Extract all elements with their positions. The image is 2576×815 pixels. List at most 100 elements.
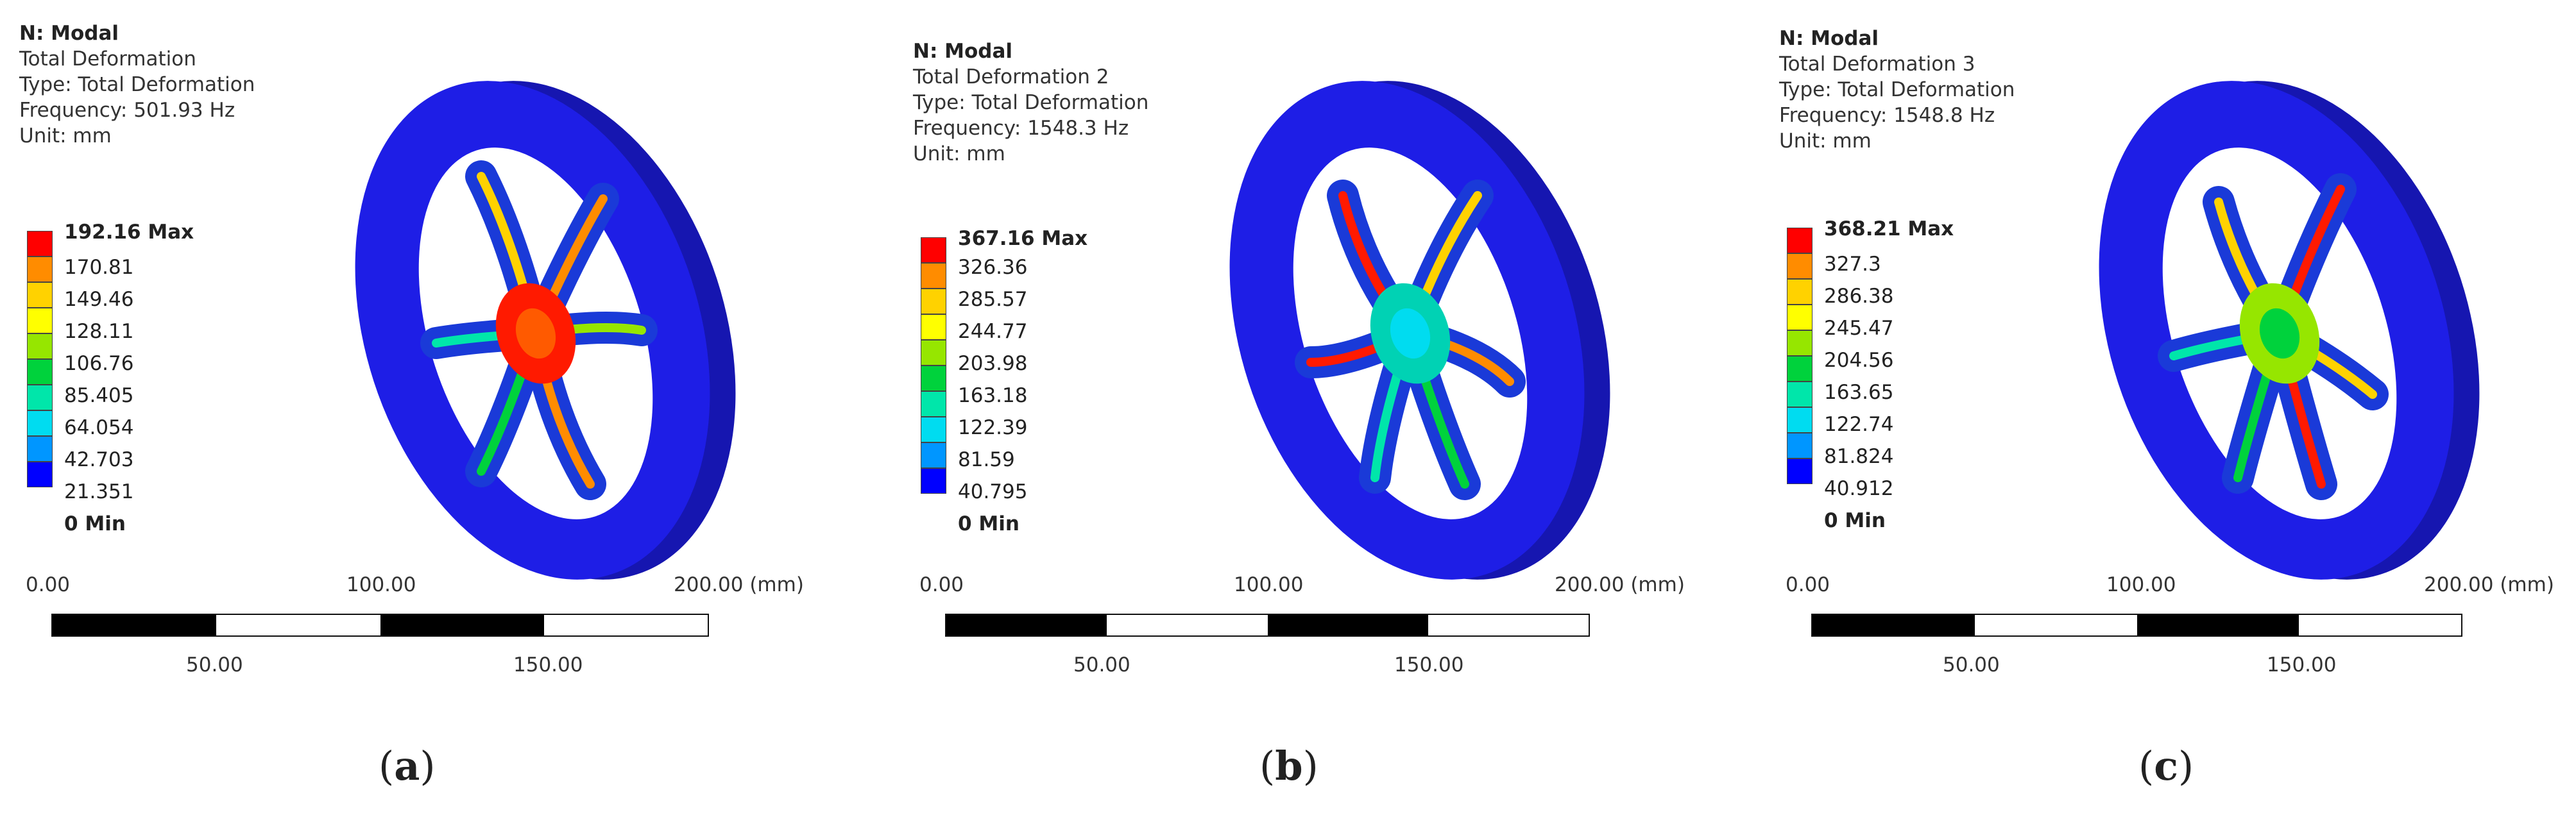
legend-swatch-7 <box>1787 407 1813 433</box>
scale-bar: 0.00 100.00 200.00 (mm) 50.00 150.00 <box>919 573 1685 676</box>
scale-tick-label: 100.00 <box>1234 573 1304 596</box>
legend-value: 163.18 <box>958 384 1028 407</box>
wheel-model-mode-2 <box>1229 81 1610 580</box>
frequency: Frequency: 501.93 Hz <box>19 99 235 122</box>
scale-bar: 0.00 100.00 200.00 (mm) 50.00 150.00 <box>1786 573 2554 676</box>
scale-tick-label: 50.00 <box>1073 653 1130 676</box>
legend-max-value: 368.21 Max <box>1824 217 1954 240</box>
legend-value: 326.36 <box>958 256 1028 279</box>
panel-a: N: Modal Total Deformation Type: Total D… <box>19 0 878 815</box>
legend-min-value: 0 Min <box>1824 509 1886 532</box>
legend-value: 149.46 <box>64 288 134 311</box>
legend-swatch-2 <box>27 282 53 308</box>
result-type: Type: Total Deformation <box>913 91 1149 114</box>
panel-label: (b) <box>1259 743 1318 789</box>
legend-swatch-7 <box>27 410 53 436</box>
study-name: N: Modal <box>913 40 1013 63</box>
legend-value: 203.98 <box>958 352 1028 375</box>
study-name: N: Modal <box>1779 27 1879 50</box>
legend-swatch-5 <box>1787 356 1813 382</box>
legend-swatch-2 <box>921 289 946 314</box>
scale-tick-label: 150.00 <box>513 653 583 676</box>
scale-tick-label: 200.00 (mm) <box>1555 573 1685 596</box>
legend-swatch-0 <box>27 231 53 256</box>
legend-swatch-2 <box>1787 279 1813 305</box>
legend-swatch-3 <box>1787 305 1813 330</box>
scale-tick-label: 150.00 <box>2267 653 2337 676</box>
legend-value: 122.39 <box>958 416 1028 439</box>
legend-swatch-8 <box>1787 433 1813 458</box>
legend-swatch-6 <box>1787 382 1813 407</box>
result-name: Total Deformation 3 <box>1779 53 1975 76</box>
legend-swatch-3 <box>921 314 946 340</box>
frequency: Frequency: 1548.8 Hz <box>1779 104 1995 127</box>
result-info: N: Modal Total Deformation 2 Type: Total… <box>913 38 1148 167</box>
wheel-hub <box>495 283 576 384</box>
legend-swatch-4 <box>27 333 53 359</box>
legend-value: 327.3 <box>1824 253 1881 276</box>
wheel-hub <box>1370 283 1451 384</box>
legend-value: 163.65 <box>1824 381 1894 404</box>
legend-value: 21.351 <box>64 480 134 503</box>
panel-label: (a) <box>379 743 436 789</box>
legend-value: 285.57 <box>958 288 1028 311</box>
result-name: Total Deformation <box>19 47 196 71</box>
scale-tick-label: 100.00 <box>2106 573 2176 596</box>
panel-b: N: Modal Total Deformation 2 Type: Total… <box>913 0 1771 815</box>
legend-value: 81.59 <box>958 448 1015 471</box>
legend-swatch-9 <box>921 468 946 494</box>
scale-tick-label: 0.00 <box>26 573 71 596</box>
scale-tick-label: 200.00 (mm) <box>674 573 804 596</box>
legend-swatch-7 <box>921 417 946 442</box>
scale-tick-label: 50.00 <box>186 653 243 676</box>
study-name: N: Modal <box>19 22 119 45</box>
legend-swatch-1 <box>1787 253 1813 279</box>
legend-value: 85.405 <box>64 384 134 407</box>
result-info: N: Modal Total Deformation 3 Type: Total… <box>1779 26 2015 154</box>
legend-max-value: 192.16 Max <box>64 221 194 244</box>
result-type: Type: Total Deformation <box>1779 78 2015 101</box>
legend-swatch-4 <box>921 340 946 365</box>
legend-swatch-1 <box>921 263 946 289</box>
unit: Unit: mm <box>1779 130 1872 153</box>
scale-bar-segments <box>945 614 1590 637</box>
legend-swatch-9 <box>27 462 53 487</box>
legend-value: 245.47 <box>1824 317 1894 340</box>
legend-swatch-0 <box>1787 228 1813 253</box>
legend-value: 40.795 <box>958 480 1028 503</box>
legend-swatch-5 <box>27 359 53 385</box>
legend-swatch-4 <box>1787 330 1813 356</box>
wheel-model-mode-1 <box>355 81 736 580</box>
legend-value: 81.824 <box>1824 445 1894 468</box>
legend-value: 64.054 <box>64 416 134 439</box>
legend-min-value: 0 Min <box>64 512 126 535</box>
legend-value: 170.81 <box>64 256 134 279</box>
legend-value: 40.912 <box>1824 477 1894 500</box>
legend-value: 42.703 <box>64 448 134 471</box>
legend-swatch-9 <box>1787 458 1813 484</box>
legend-swatch-3 <box>27 308 53 333</box>
legend-max-value: 367.16 Max <box>958 227 1088 250</box>
legend-value: 122.74 <box>1824 413 1894 436</box>
legend-min-value: 0 Min <box>958 512 1019 535</box>
scale-tick-label: 0.00 <box>1786 573 1830 596</box>
result-info: N: Modal Total Deformation Type: Total D… <box>19 21 255 149</box>
legend-swatch-8 <box>921 442 946 468</box>
scale-tick-label: 0.00 <box>919 573 964 596</box>
legend-swatch-0 <box>921 237 946 263</box>
scale-tick-label: 50.00 <box>1943 653 2000 676</box>
legend-swatch-6 <box>921 391 946 417</box>
result-name: Total Deformation 2 <box>913 65 1109 88</box>
legend-swatch-5 <box>921 365 946 391</box>
legend-value: 286.38 <box>1824 285 1894 308</box>
panel-c: N: Modal Total Deformation 3 Type: Total… <box>1779 0 2576 815</box>
scale-bar: 0.00 100.00 200.00 (mm) 50.00 150.00 <box>26 573 804 676</box>
legend-value: 128.11 <box>64 320 134 343</box>
panel-label: (c) <box>2138 743 2194 789</box>
legend-value: 244.77 <box>958 320 1028 343</box>
wheel-model-mode-3 <box>2099 81 2480 580</box>
legend-swatch-6 <box>27 385 53 410</box>
legend-value: 106.76 <box>64 352 134 375</box>
scale-tick-label: 100.00 <box>346 573 416 596</box>
unit: Unit: mm <box>913 142 1005 165</box>
